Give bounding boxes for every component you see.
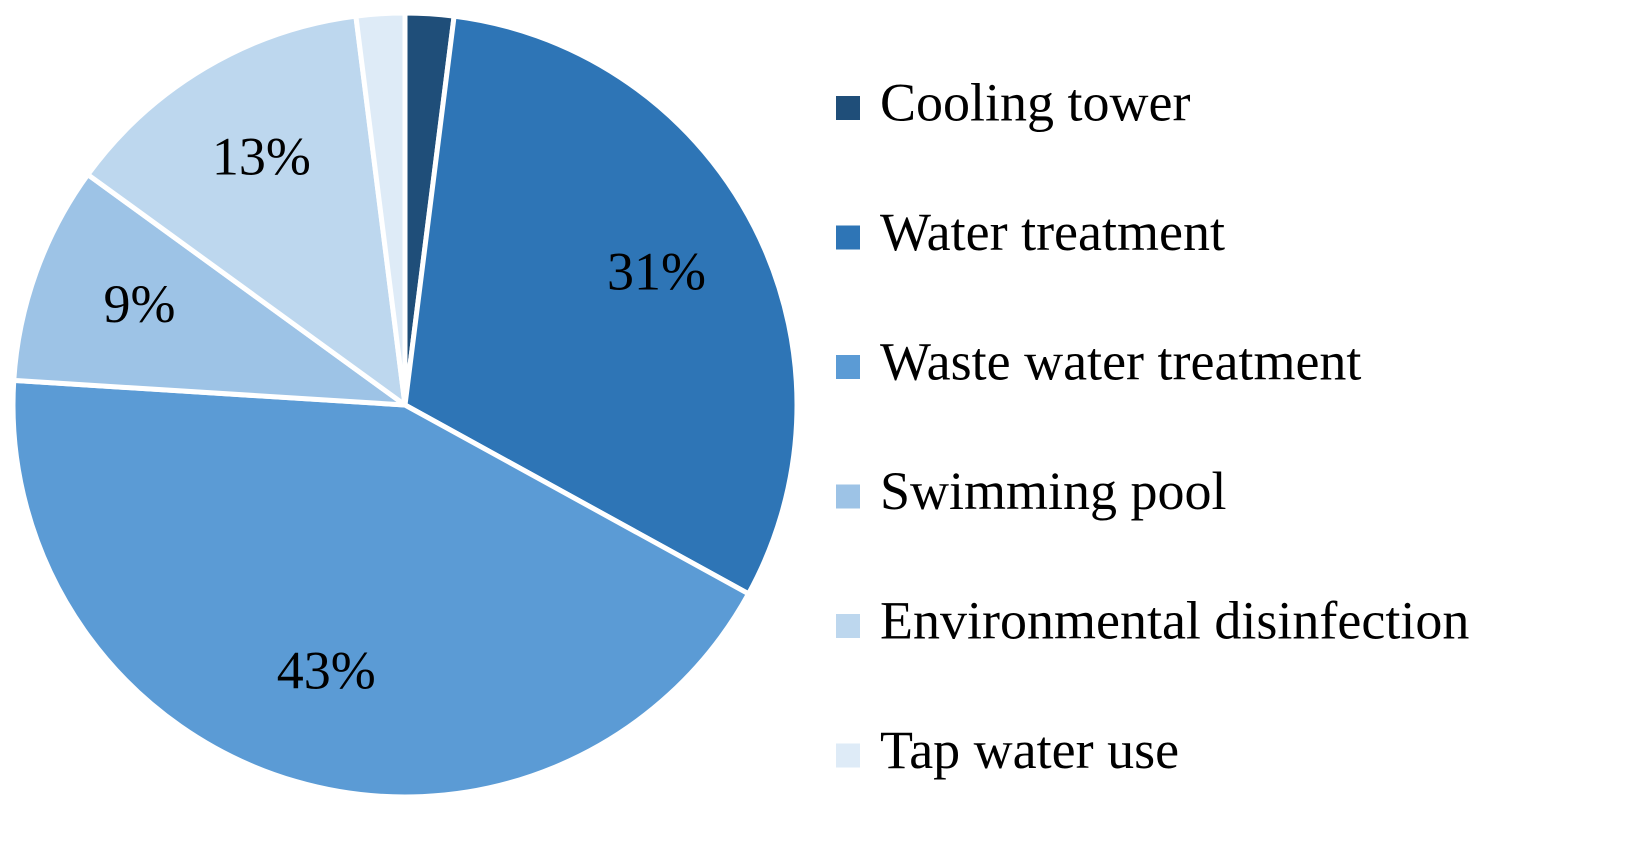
legend-swatch (836, 225, 860, 250)
data-label: 31% (607, 241, 706, 301)
legend-swatch (836, 355, 860, 379)
pie-slice-swimming-pool (11, 172, 408, 408)
legend-swatch (836, 743, 860, 768)
legend-swatch (836, 96, 860, 120)
legend-item: Swimming pool (836, 461, 1227, 521)
legend-item: Environmental disinfection (836, 590, 1469, 650)
pie-data-labels: 31% 43% 9% 13% (103, 126, 706, 700)
data-label: 9% (103, 274, 175, 334)
legend-item: Cooling tower (836, 72, 1190, 132)
pie-slice-water-treatment (402, 13, 800, 597)
legend-label: Tap water use (880, 720, 1179, 780)
legend-item: Water treatment (836, 202, 1225, 262)
pie-slice-waste-water-treatment (10, 377, 752, 800)
legend-item: Waste water treatment (836, 331, 1361, 391)
legend-label: Swimming pool (880, 461, 1227, 521)
pie-slices (10, 10, 800, 800)
legend-swatch (836, 614, 860, 638)
legend-label: Waste water treatment (880, 331, 1361, 391)
pie-slice-tap-water-use (353, 10, 408, 408)
data-label: 13% (212, 126, 311, 186)
legend-item: Tap water use (836, 720, 1179, 780)
legend: Cooling tower Water treatment Waste water … (836, 72, 1469, 780)
legend-swatch (836, 484, 860, 509)
legend-label: Water treatment (880, 202, 1225, 262)
data-label: 43% (277, 640, 376, 700)
legend-label: Environmental disinfection (880, 590, 1469, 650)
legend-label: Cooling tower (880, 72, 1190, 132)
pie-slice-environmental-disinfection (85, 13, 408, 408)
